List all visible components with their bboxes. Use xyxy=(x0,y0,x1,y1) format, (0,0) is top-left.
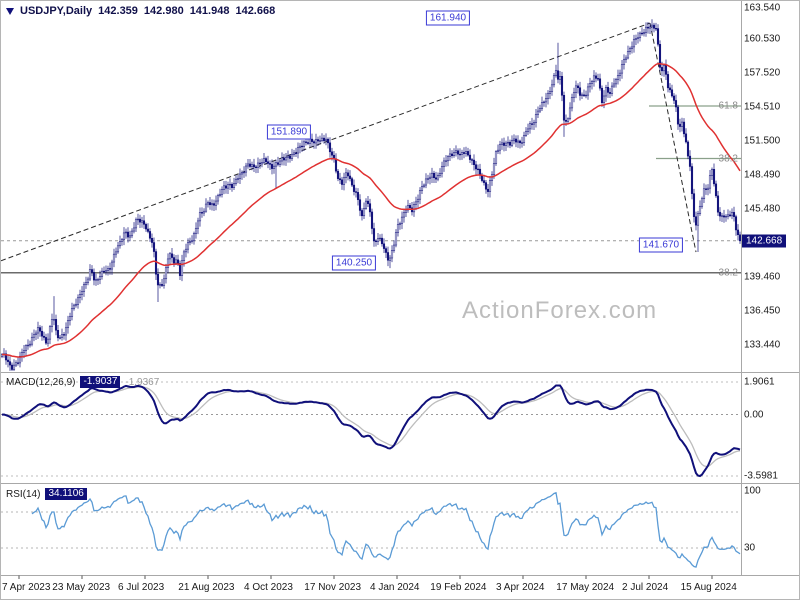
price-axis-label: 160.530 xyxy=(744,33,781,45)
price-axis-label: 136.450 xyxy=(744,305,781,317)
fib-level-label: 38.2 xyxy=(718,153,738,164)
moving-average-line xyxy=(2,62,741,358)
fib-level-label: 61.8 xyxy=(718,100,738,112)
date-label: 6 Jul 2023 xyxy=(118,582,165,593)
price-axis-label: 133.440 xyxy=(744,339,781,351)
rsi-axis-label: 100 xyxy=(744,485,761,497)
swing-price-tag: 140.250 xyxy=(331,255,377,271)
date-label: 17 Nov 2023 xyxy=(304,582,362,593)
date-label: 3 Apr 2024 xyxy=(496,582,545,593)
date-label: 2 Jul 2024 xyxy=(622,582,669,593)
date-label: 4 Jan 2024 xyxy=(370,582,420,593)
ohlc-low: 141.948 xyxy=(189,5,230,17)
macd-main-line xyxy=(1,384,741,478)
rsi-axis-label: 30 xyxy=(744,542,756,554)
date-label: 7 Apr 2023 xyxy=(2,582,51,593)
candles-group xyxy=(1,19,741,371)
price-axis-label: 157.520 xyxy=(744,67,781,79)
date-label: 17 May 2024 xyxy=(556,582,615,593)
rsi-label-row: RSI(14) 34.1106 xyxy=(6,488,87,500)
date-label: 21 Aug 2023 xyxy=(178,582,235,593)
price-axis-label: 163.540 xyxy=(744,2,781,14)
swing-price-tag: 151.890 xyxy=(266,124,312,140)
date-label: 15 Aug 2024 xyxy=(680,582,737,593)
current-price-tag: 142.668 xyxy=(742,234,787,248)
rsi-label: RSI(14) xyxy=(6,488,41,500)
price-axis-label: 151.500 xyxy=(744,135,781,147)
fib-level-label: 38.2 xyxy=(718,267,738,279)
macd-label-row: MACD(12,26,9) -1.9037 -1.9367 xyxy=(6,376,159,388)
watermark: ActionForex.com xyxy=(462,297,658,324)
swing-price-tag: 141.670 xyxy=(638,237,684,253)
price-axis-label: 154.510 xyxy=(744,101,781,113)
chart-title-row: USDJPY,Daily 142.359 142.980 141.948 142… xyxy=(6,5,275,17)
macd-value-signal: -1.9367 xyxy=(125,376,160,388)
macd-value-main: -1.9037 xyxy=(80,376,121,388)
ohlc-open: 142.359 xyxy=(98,5,138,17)
macd-axis-label: -3.5981 xyxy=(744,470,778,482)
price-axis-label: 139.460 xyxy=(744,271,781,283)
date-label: 19 Feb 2024 xyxy=(430,582,487,593)
rsi-line xyxy=(31,491,741,568)
swing-price-tag: 161.940 xyxy=(425,10,471,26)
date-label: 4 Oct 2023 xyxy=(244,582,293,593)
price-axis-label: 145.480 xyxy=(744,203,781,215)
price-axis-label: 148.490 xyxy=(744,169,781,181)
symbol-marker-icon xyxy=(6,8,14,15)
macd-axis-label: 0.00 xyxy=(744,409,764,421)
rsi-value: 34.1106 xyxy=(45,488,87,500)
trendline xyxy=(649,22,697,253)
symbol-title: USDJPY,Daily xyxy=(20,5,93,17)
ohlc-close: 142.668 xyxy=(235,5,276,17)
macd-axis-label: 1.9061 xyxy=(744,376,775,388)
date-label: 23 May 2023 xyxy=(52,582,111,593)
trendline xyxy=(1,22,651,262)
macd-label: MACD(12,26,9) xyxy=(6,376,76,388)
ohlc-high: 142.980 xyxy=(143,5,184,17)
